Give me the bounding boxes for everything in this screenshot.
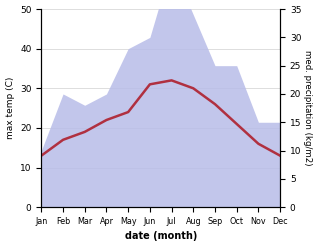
Y-axis label: max temp (C): max temp (C) [5,77,15,139]
Y-axis label: med. precipitation (kg/m2): med. precipitation (kg/m2) [303,50,313,166]
X-axis label: date (month): date (month) [125,231,197,242]
